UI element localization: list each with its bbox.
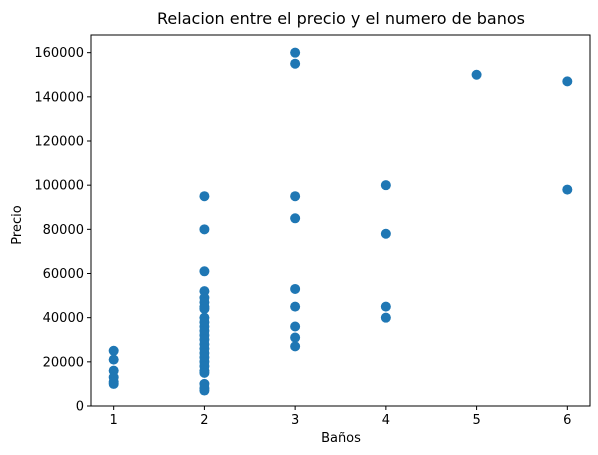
data-point (290, 321, 301, 332)
chart-title: Relacion entre el precio y el numero de … (157, 9, 525, 28)
data-point (380, 301, 391, 312)
y-tick-label: 60000 (43, 267, 84, 282)
x-tick-label: 1 (110, 413, 118, 428)
x-tick-label: 3 (291, 413, 299, 428)
y-tick-label: 80000 (43, 223, 84, 238)
data-point (290, 213, 301, 224)
data-point (199, 367, 210, 378)
data-point (562, 184, 573, 195)
y-axis-label: Precio (10, 205, 25, 244)
y-tick-label: 160000 (34, 46, 84, 61)
data-point (290, 301, 301, 312)
data-point (562, 76, 573, 87)
x-tick-label: 4 (382, 413, 390, 428)
data-point (290, 47, 301, 58)
data-point (108, 345, 119, 356)
y-tick-label: 140000 (34, 90, 84, 105)
x-tick-label: 2 (200, 413, 208, 428)
x-tick-label: 5 (472, 413, 480, 428)
x-axis-label: Baños (321, 431, 361, 446)
data-point (380, 228, 391, 239)
data-point (471, 69, 482, 80)
data-point (108, 354, 119, 365)
y-tick-label: 0 (76, 400, 84, 415)
y-tick-label: 40000 (43, 311, 84, 326)
data-point (199, 266, 210, 277)
points-layer (108, 47, 573, 396)
data-point (199, 224, 210, 235)
data-point (290, 341, 301, 352)
y-tick-label: 100000 (34, 179, 84, 194)
data-point (290, 191, 301, 202)
x-tick-label: 6 (563, 413, 571, 428)
y-axis-ticks: 0 20000 40000 60000 80000 100000 120000 140000 1… (34, 46, 91, 415)
data-point (290, 332, 301, 343)
plot-area-frame (90, 34, 591, 407)
data-point (290, 58, 301, 69)
data-point (108, 378, 119, 389)
data-point (199, 191, 210, 202)
data-point (380, 180, 391, 191)
x-axis-ticks: 1 2 3 4 5 6 (110, 406, 571, 428)
y-tick-label: 120000 (34, 135, 84, 150)
y-tick-label: 20000 (43, 355, 84, 370)
data-point (199, 385, 210, 396)
data-point (199, 303, 210, 314)
data-point (380, 312, 391, 323)
data-point (290, 283, 301, 294)
